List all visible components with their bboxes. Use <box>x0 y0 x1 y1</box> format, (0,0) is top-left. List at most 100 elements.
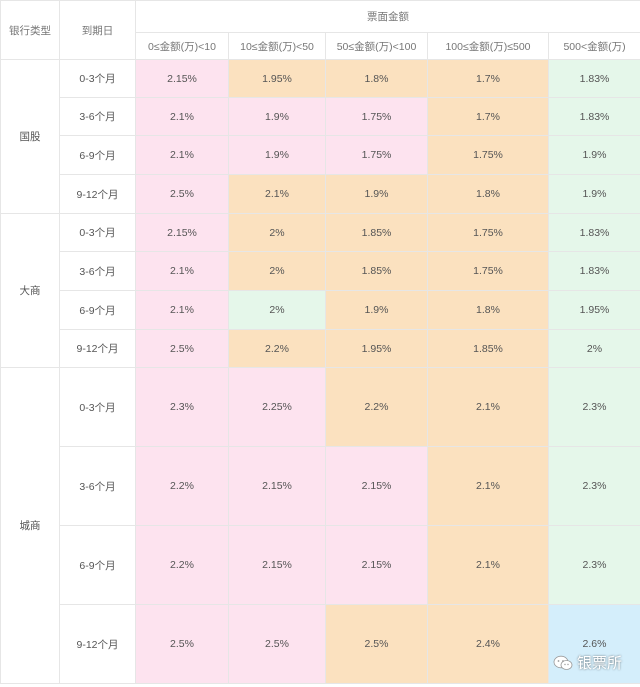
watermark-text: 银票所 <box>576 655 622 672</box>
rate-cell: 2.6% <box>547 604 640 684</box>
table-body: 国股 0-3个月 2.15% 1.95% 1.8% 1.7% 1.83% 3-6个月 2.1% 1… <box>0 59 640 684</box>
maturity-cell: 9-12个月 <box>59 329 136 368</box>
maturity-cell: 9-12个月 <box>59 604 136 684</box>
rate-cell: 2.2% <box>135 446 229 526</box>
rate-cell: 2.2% <box>135 525 229 605</box>
rate-cell: 1.7% <box>427 59 549 98</box>
rate-cell: 1.9% <box>547 174 640 214</box>
rate-cell: 1.8% <box>427 174 549 214</box>
table-row: 6-9个月 2.1% 1.9% 1.75% 1.75% 1.9% <box>1 135 640 175</box>
watermark: 银票所 <box>553 652 622 673</box>
rate-cell: 2.15% <box>228 525 326 605</box>
rate-cell: 2.5% <box>135 329 229 368</box>
amount-range-header: 50≤金额(万)<100 <box>325 32 428 60</box>
maturity-cell: 0-3个月 <box>59 59 136 98</box>
table-row: 大商 0-3个月 2.15% 2% 1.85% 1.75% 1.83% <box>0 213 640 368</box>
maturity-cell: 9-12个月 <box>59 174 136 214</box>
rate-cell: 1.9% <box>325 290 428 330</box>
table-row: 9-12个月 2.5% 2.1% 1.9% 1.8% 1.9% <box>1 174 640 214</box>
rate-cell: 1.75% <box>325 97 428 136</box>
table-row: 城商 0-3个月 2.3% 2.25% 2.2% 2.1% 2.3% <box>0 367 640 684</box>
rate-cell: 2.15% <box>325 525 428 605</box>
rate-cell: 1.95% <box>228 59 326 98</box>
bank-type-cell: 城商 <box>0 367 60 684</box>
rate-cell: 1.83% <box>547 97 640 136</box>
rate-cell: 2% <box>547 329 640 368</box>
rate-cell: 2% <box>228 290 326 330</box>
rate-cell: 1.9% <box>228 97 326 136</box>
rate-cell: 1.7% <box>427 97 549 136</box>
rate-cell: 2.3% <box>547 525 640 605</box>
maturity-cell: 6-9个月 <box>59 525 136 605</box>
rate-cell: 2.15% <box>325 446 428 526</box>
maturity-cell: 0-3个月 <box>59 367 136 447</box>
rate-cell: 2.15% <box>135 59 229 98</box>
rate-cell: 2.1% <box>427 367 549 447</box>
rate-cell: 2.3% <box>547 367 640 447</box>
table-row: 3-6个月 2.1% 1.9% 1.75% 1.7% 1.83% <box>1 97 640 136</box>
rate-cell: 2.3% <box>547 446 640 526</box>
rate-cell: 2.1% <box>135 290 229 330</box>
table-row: 6-9个月 2.1% 2% 1.9% 1.8% 1.95% <box>1 290 640 330</box>
rate-cell: 1.9% <box>547 135 640 175</box>
rate-cell: 2.5% <box>228 604 326 684</box>
maturity-cell: 3-6个月 <box>59 97 136 136</box>
maturity-cell: 0-3个月 <box>59 213 136 252</box>
maturity-cell: 6-9个月 <box>59 290 136 330</box>
rate-cell: 2% <box>228 251 326 291</box>
rate-cell: 1.75% <box>325 135 428 175</box>
amount-range-header: 500<金额(万) <box>547 32 640 60</box>
maturity-cell: 6-9个月 <box>59 135 136 175</box>
maturity-header: 到期日 <box>59 0 136 60</box>
rate-cell: 2.1% <box>135 135 229 175</box>
rate-cell: 2.3% <box>135 367 229 447</box>
rate-cell: 1.83% <box>547 213 640 252</box>
rate-cell: 1.95% <box>547 290 640 330</box>
rate-cell: 2% <box>228 213 326 252</box>
rate-cell: 1.75% <box>427 251 549 291</box>
rate-cell: 1.9% <box>325 174 428 214</box>
amount-range-header: 10≤金额(万)<50 <box>228 32 326 60</box>
amount-group-header: 票面金额 <box>134 0 640 33</box>
table-row: 9-12个月 2.5% 2.5% 2.5% 2.4% 2.6% <box>1 604 640 684</box>
table-row: 国股 0-3个月 2.15% 1.95% 1.8% 1.7% 1.83% <box>0 59 640 214</box>
rate-cell: 1.9% <box>228 135 326 175</box>
rate-cell: 2.25% <box>228 367 326 447</box>
rate-cell: 2.1% <box>135 97 229 136</box>
rate-cell: 1.8% <box>427 290 549 330</box>
rate-cell: 2.5% <box>135 604 229 684</box>
table-row: 3-6个月 2.1% 2% 1.85% 1.75% 1.83% <box>1 251 640 291</box>
wechat-icon <box>553 655 573 670</box>
rate-cell: 2.5% <box>325 604 428 684</box>
table-header: 银行类型 到期日 票面金额 0≤金额(万)<10 10≤金额(万)<50 50≤… <box>0 0 640 60</box>
rate-cell: 2.1% <box>135 251 229 291</box>
rate-cell: 2.1% <box>427 525 549 605</box>
bank-type-header: 银行类型 <box>0 0 60 60</box>
rate-cell: 1.95% <box>325 329 428 368</box>
rate-cell: 1.8% <box>325 59 428 98</box>
maturity-cell: 3-6个月 <box>59 251 136 291</box>
rate-cell: 2.1% <box>228 174 326 214</box>
rate-cell: 1.83% <box>547 59 640 98</box>
table-row: 9-12个月 2.5% 2.2% 1.95% 1.85% 2% <box>1 329 640 368</box>
rate-cell: 2.4% <box>427 604 549 684</box>
rate-cell: 2.15% <box>228 446 326 526</box>
table-row: 6-9个月 2.2% 2.15% 2.15% 2.1% 2.3% <box>1 525 640 605</box>
bank-type-cell: 国股 <box>0 59 60 214</box>
rate-cell: 2.15% <box>135 213 229 252</box>
rate-cell: 2.1% <box>427 446 549 526</box>
rate-cell: 1.85% <box>325 213 428 252</box>
rate-cell: 2.2% <box>228 329 326 368</box>
amount-range-header: 0≤金额(万)<10 <box>135 32 229 60</box>
rate-cell: 2.5% <box>135 174 229 214</box>
rate-cell: 1.83% <box>547 251 640 291</box>
table-row: 3-6个月 2.2% 2.15% 2.15% 2.1% 2.3% <box>1 446 640 526</box>
amount-range-header: 100≤金额(万)≤500 <box>427 32 549 60</box>
rate-cell: 1.75% <box>427 213 549 252</box>
maturity-cell: 3-6个月 <box>59 446 136 526</box>
rate-cell: 1.75% <box>427 135 549 175</box>
rate-cell: 2.2% <box>325 367 428 447</box>
rate-cell: 1.85% <box>427 329 549 368</box>
